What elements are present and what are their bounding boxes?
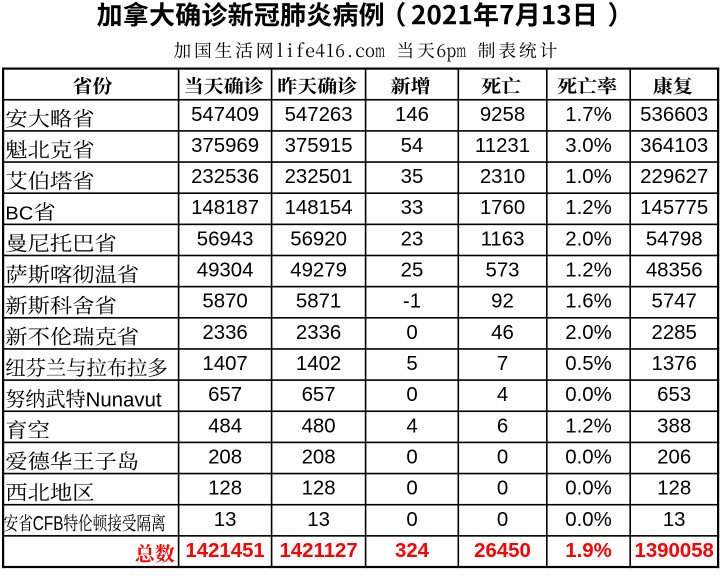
svg-text:5747: 5747 bbox=[652, 291, 697, 313]
svg-text:653: 653 bbox=[657, 384, 691, 406]
svg-text:6: 6 bbox=[497, 415, 508, 437]
svg-text:657: 657 bbox=[302, 384, 336, 406]
svg-text:11231: 11231 bbox=[475, 135, 530, 157]
svg-text:13: 13 bbox=[307, 509, 330, 531]
svg-text:536603: 536603 bbox=[640, 104, 708, 126]
svg-text:232536: 232536 bbox=[191, 166, 259, 188]
svg-text:573: 573 bbox=[485, 260, 519, 282]
svg-text:35: 35 bbox=[401, 166, 424, 188]
svg-text:388: 388 bbox=[657, 415, 691, 437]
svg-text:375969: 375969 bbox=[191, 135, 259, 157]
svg-text:1.6%: 1.6% bbox=[565, 291, 611, 313]
svg-text:4: 4 bbox=[406, 415, 417, 437]
svg-text:0: 0 bbox=[497, 478, 508, 500]
svg-text:206: 206 bbox=[657, 446, 691, 468]
svg-text:1.7%: 1.7% bbox=[565, 104, 611, 126]
svg-text:484: 484 bbox=[208, 415, 242, 437]
svg-text:0.5%: 0.5% bbox=[565, 353, 611, 375]
svg-text:148154: 148154 bbox=[285, 197, 353, 219]
svg-text:324: 324 bbox=[395, 540, 430, 562]
svg-text:1407: 1407 bbox=[202, 353, 247, 375]
svg-text:1421451: 1421451 bbox=[185, 540, 264, 562]
svg-text:232501: 232501 bbox=[285, 166, 353, 188]
svg-text:0: 0 bbox=[497, 509, 508, 531]
svg-text:148187: 148187 bbox=[191, 197, 259, 219]
svg-text:1390058: 1390058 bbox=[635, 540, 714, 562]
svg-text:128: 128 bbox=[208, 478, 242, 500]
svg-text:547263: 547263 bbox=[285, 104, 353, 126]
svg-text:0.0%: 0.0% bbox=[565, 384, 611, 406]
svg-text:92: 92 bbox=[491, 291, 514, 313]
svg-text:208: 208 bbox=[208, 446, 242, 468]
svg-text:13: 13 bbox=[214, 509, 237, 531]
svg-text:5871: 5871 bbox=[296, 291, 341, 313]
svg-text:4: 4 bbox=[497, 384, 508, 406]
svg-text:54: 54 bbox=[401, 135, 424, 157]
svg-text:0: 0 bbox=[406, 384, 417, 406]
svg-text:2336: 2336 bbox=[296, 322, 341, 344]
svg-text:54798: 54798 bbox=[646, 228, 703, 250]
svg-text:1421127: 1421127 bbox=[279, 540, 357, 562]
svg-text:0: 0 bbox=[497, 446, 508, 468]
svg-text:0: 0 bbox=[406, 446, 417, 468]
svg-text:0: 0 bbox=[406, 509, 417, 531]
svg-text:229627: 229627 bbox=[640, 166, 708, 188]
svg-text:146: 146 bbox=[395, 104, 429, 126]
svg-text:375915: 375915 bbox=[285, 135, 353, 157]
svg-text:23: 23 bbox=[401, 228, 424, 250]
svg-text:1.9%: 1.9% bbox=[565, 540, 611, 562]
svg-text:1163: 1163 bbox=[481, 228, 525, 250]
svg-text:0: 0 bbox=[406, 478, 417, 500]
svg-text:128: 128 bbox=[302, 478, 336, 500]
svg-text:0.0%: 0.0% bbox=[565, 478, 611, 500]
svg-text:46: 46 bbox=[491, 322, 514, 344]
svg-text:1376: 1376 bbox=[652, 353, 697, 375]
svg-text:364103: 364103 bbox=[640, 135, 708, 157]
svg-text:56920: 56920 bbox=[290, 228, 347, 250]
svg-text:48356: 48356 bbox=[646, 260, 703, 282]
svg-text:-1: -1 bbox=[403, 291, 421, 313]
svg-text:33: 33 bbox=[401, 197, 424, 219]
svg-text:0.0%: 0.0% bbox=[565, 509, 611, 531]
svg-text:2.0%: 2.0% bbox=[565, 228, 611, 250]
svg-text:13: 13 bbox=[663, 509, 686, 531]
svg-text:9258: 9258 bbox=[480, 104, 525, 126]
svg-text:1402: 1402 bbox=[296, 353, 341, 375]
svg-text:3.0%: 3.0% bbox=[565, 135, 611, 157]
svg-text:49304: 49304 bbox=[197, 260, 254, 282]
svg-text:2336: 2336 bbox=[202, 322, 247, 344]
svg-text:1.2%: 1.2% bbox=[565, 260, 611, 282]
svg-text:2310: 2310 bbox=[480, 166, 525, 188]
svg-text:128: 128 bbox=[657, 478, 691, 500]
svg-text:145775: 145775 bbox=[640, 197, 708, 219]
svg-text:7: 7 bbox=[497, 353, 508, 375]
svg-text:208: 208 bbox=[302, 446, 336, 468]
svg-text:1.2%: 1.2% bbox=[565, 197, 611, 219]
svg-text:547409: 547409 bbox=[191, 104, 259, 126]
svg-text:0: 0 bbox=[406, 322, 417, 344]
svg-text:2285: 2285 bbox=[652, 322, 697, 344]
svg-text:1760: 1760 bbox=[480, 197, 525, 219]
svg-text:26450: 26450 bbox=[474, 540, 531, 562]
svg-text:1.2%: 1.2% bbox=[565, 415, 611, 437]
svg-text:25: 25 bbox=[401, 260, 424, 282]
svg-text:49279: 49279 bbox=[290, 260, 347, 282]
svg-text:1.0%: 1.0% bbox=[565, 166, 611, 188]
svg-text:480: 480 bbox=[302, 415, 336, 437]
svg-text:2.0%: 2.0% bbox=[565, 322, 611, 344]
svg-text:56943: 56943 bbox=[197, 228, 254, 250]
svg-text:657: 657 bbox=[208, 384, 242, 406]
svg-text:5: 5 bbox=[406, 353, 417, 375]
svg-text:5870: 5870 bbox=[202, 291, 247, 313]
svg-text:0.0%: 0.0% bbox=[565, 446, 611, 468]
